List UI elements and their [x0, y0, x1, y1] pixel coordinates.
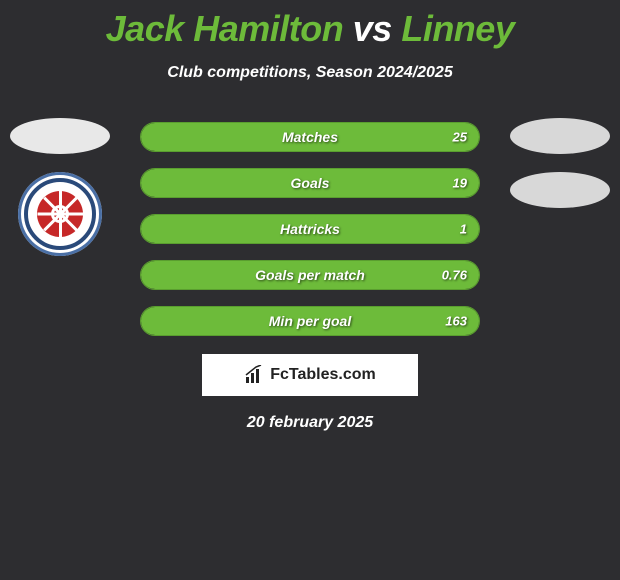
stat-label: Goals: [291, 175, 330, 191]
stat-row: Hattricks 1: [140, 214, 480, 244]
player1-name: Jack Hamilton: [106, 8, 344, 49]
team-badge-left: [18, 172, 102, 256]
stats-container: Matches 25 Goals 19 Hattricks 1 Goals per matc…: [140, 122, 480, 336]
stat-label: Hattricks: [280, 221, 340, 237]
stat-value-right: 19: [453, 176, 467, 191]
brand-text: FcTables.com: [270, 366, 376, 384]
stat-value-right: 0.76: [442, 268, 467, 283]
vs-text: vs: [353, 8, 392, 49]
brand-box: FcTables.com: [202, 354, 418, 396]
stat-value-right: 163: [445, 314, 467, 329]
stat-row: Goals 19: [140, 168, 480, 198]
stat-row: Matches 25: [140, 122, 480, 152]
stat-label: Min per goal: [269, 313, 351, 329]
chart-icon: [244, 365, 264, 385]
ship-wheel-icon: [37, 191, 83, 237]
stat-label: Matches: [282, 129, 338, 145]
stat-row: Goals per match 0.76: [140, 260, 480, 290]
page-title: Jack Hamilton vs Linney: [0, 0, 620, 50]
stat-value-right: 1: [460, 222, 467, 237]
player2-name: Linney: [401, 8, 514, 49]
stat-label: Goals per match: [255, 267, 365, 283]
team-column-left: [10, 118, 110, 256]
team-oval-right-1: [510, 118, 610, 154]
team-oval-right-2: [510, 172, 610, 208]
subtitle: Club competitions, Season 2024/2025: [0, 64, 620, 82]
team-column-right: [510, 118, 610, 208]
date-text: 20 february 2025: [0, 414, 620, 432]
stat-row: Min per goal 163: [140, 306, 480, 336]
team-oval-left: [10, 118, 110, 154]
stat-value-right: 25: [453, 130, 467, 145]
